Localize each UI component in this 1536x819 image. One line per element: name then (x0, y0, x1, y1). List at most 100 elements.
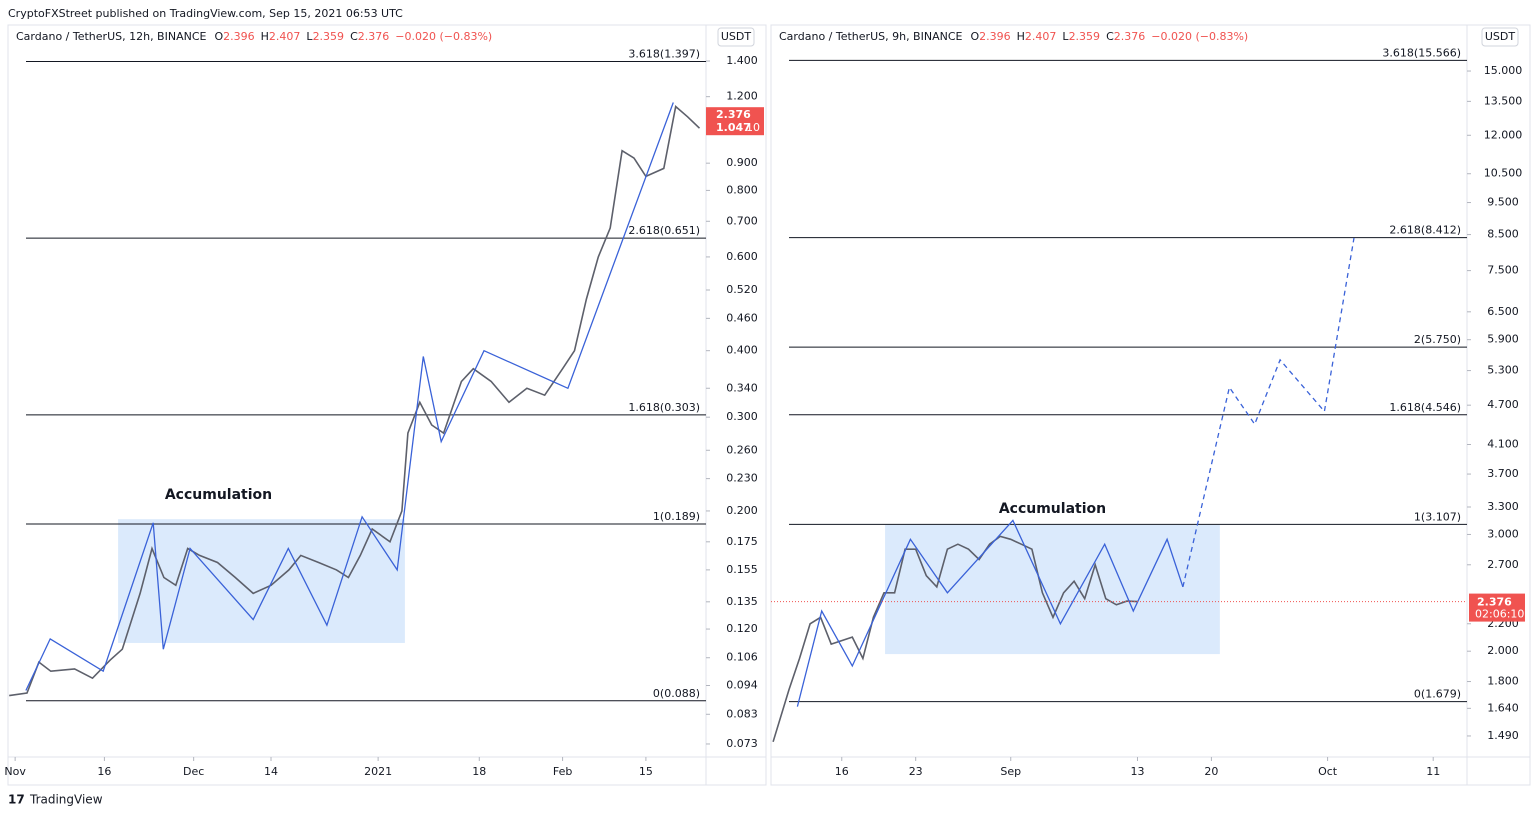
wave-path (25, 102, 674, 691)
y-tick-label: 5.900 (1487, 333, 1519, 346)
y-tick-label: 0.340 (726, 381, 758, 394)
ohlc-key: L (306, 30, 313, 43)
y-tick-label: 3.000 (1487, 527, 1519, 540)
fib-label: 2.618(0.651) (628, 224, 700, 237)
accumulation-label: Accumulation (999, 501, 1106, 517)
x-tick-label: 2021 (364, 765, 392, 778)
x-tick-label: Nov (4, 765, 26, 778)
price-tag-timer: 10 (746, 121, 760, 134)
y-tick-label: 0.083 (726, 707, 758, 720)
ohlc-key: H (261, 30, 269, 43)
ohlc-key: O (970, 30, 979, 43)
y-tick-label: 0.900 (726, 156, 758, 169)
x-tick-label: 11 (1426, 765, 1440, 778)
y-tick-label: 0.073 (726, 737, 758, 750)
x-tick-label: 20 (1204, 765, 1218, 778)
y-tick-label: 7.500 (1487, 264, 1519, 277)
y-tick-label: 1.200 (726, 90, 758, 103)
fib-label: 2.618(8.412) (1389, 224, 1461, 237)
x-tick-label: 14 (264, 765, 278, 778)
y-tick-label: 4.100 (1487, 438, 1519, 451)
y-tick-label: 0.600 (726, 250, 758, 263)
chart-title: Cardano / TetherUS, 12h, BINANCE (16, 30, 207, 43)
x-tick-label: 15 (639, 765, 653, 778)
accumulation-box (885, 525, 1220, 655)
price-tag-timer: 02:06:10 (1475, 608, 1524, 621)
published-note: CryptoFXStreet published on TradingView.… (8, 7, 403, 20)
y-tick-label: 13.500 (1484, 94, 1523, 107)
ohlc-value: 2.407 (269, 30, 301, 43)
panel-frame (770, 24, 1531, 786)
price-tag-secondary: 1.047 (716, 121, 751, 134)
price-tag (706, 107, 764, 136)
brand: TradingView (29, 793, 103, 807)
fib-label: 0(1.679) (1414, 688, 1461, 701)
x-tick-label: Feb (553, 765, 572, 778)
x-tick-label: 16 (97, 765, 111, 778)
fib-label: 1(0.189) (653, 510, 700, 523)
y-tick-label: 1.400 (726, 54, 758, 67)
ohlc-value: 2.396 (979, 30, 1011, 43)
y-tick-label: 0.260 (726, 443, 758, 456)
y-tick-label: 0.106 (726, 651, 758, 664)
ohlc-key: O (214, 30, 223, 43)
y-tick-label: 0.175 (726, 535, 758, 548)
chart-panel: Cardano / TetherUS, 12h, BINANCE O 2.396 H 2… (4, 24, 767, 786)
accumulation-box (118, 519, 405, 643)
y-tick-label: 2.700 (1487, 558, 1519, 571)
fib-label: 1.618(0.303) (628, 401, 700, 414)
y-tick-label: 0.155 (726, 563, 758, 576)
y-tick-label: 0.300 (726, 410, 758, 423)
ohlc-value: 2.396 (223, 30, 255, 43)
y-tick-label: 3.300 (1487, 500, 1519, 513)
y-tick-label: 1.640 (1487, 701, 1519, 714)
y-tick-label: 3.700 (1487, 467, 1519, 480)
panel-frame (7, 24, 767, 786)
change: −0.020 (−0.83%) (395, 30, 492, 43)
y-tick-label: 0.700 (726, 214, 758, 227)
ohlc-key: C (1106, 30, 1114, 43)
currency: USDT (721, 30, 752, 43)
y-tick-label: 12.000 (1484, 128, 1523, 141)
change: −0.020 (−0.83%) (1151, 30, 1248, 43)
x-tick-label: 18 (472, 765, 486, 778)
ohlc-key: H (1017, 30, 1025, 43)
fib-label: 0(0.088) (653, 687, 700, 700)
y-tick-label: 1.490 (1487, 729, 1519, 742)
fib-label: 2(5.750) (1414, 333, 1461, 346)
currency: USDT (1485, 30, 1516, 43)
ohlc-key: L (1062, 30, 1069, 43)
x-tick-label: 16 (835, 765, 849, 778)
y-tick-label: 0.400 (726, 344, 758, 357)
y-tick-label: 0.135 (726, 595, 758, 608)
y-tick-label: 8.500 (1487, 228, 1519, 241)
y-tick-label: 1.800 (1487, 675, 1519, 688)
fib-label: 1.618(4.546) (1389, 401, 1461, 414)
chart-panel: Cardano / TetherUS, 9h, BINANCE O 2.396 H 2.… (770, 24, 1531, 786)
ohlc-value: 2.407 (1025, 30, 1057, 43)
y-tick-label: 0.120 (726, 622, 758, 635)
y-tick-label: 0.200 (726, 504, 758, 517)
ohlc-value: 2.376 (358, 30, 390, 43)
x-tick-label: Sep (1000, 765, 1021, 778)
fib-label: 3.618(15.566) (1382, 46, 1461, 59)
y-tick-label: 6.500 (1487, 305, 1519, 318)
y-tick-label: 0.800 (726, 183, 758, 196)
ohlc-key: C (350, 30, 358, 43)
ohlc-value: 2.359 (1069, 30, 1101, 43)
price-tag (1469, 593, 1525, 622)
y-tick-label: 0.230 (726, 472, 758, 485)
wave-path (796, 519, 1184, 707)
brand-logo: 𝟭𝟳 (8, 793, 25, 807)
chart-title: Cardano / TetherUS, 9h, BINANCE (779, 30, 963, 43)
x-tick-label: 23 (909, 765, 923, 778)
price-line (9, 104, 701, 697)
accumulation-label: Accumulation (165, 487, 272, 503)
wave-path (1182, 237, 1355, 588)
y-tick-label: 9.500 (1487, 196, 1519, 209)
fib-label: 3.618(1.397) (628, 48, 700, 61)
currency-box (1481, 27, 1519, 47)
price-tag-price: 2.376 (1477, 596, 1512, 609)
